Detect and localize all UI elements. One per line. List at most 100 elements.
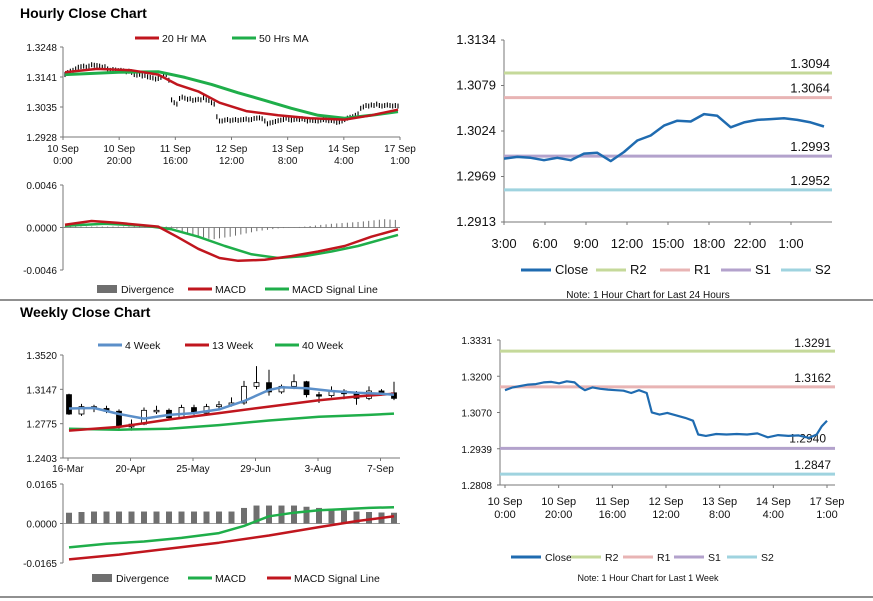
candle-body (216, 404, 222, 408)
weekly-pivot-chart: 1.3331 1.3200 1.3070 1.2939 1.2808 1.3291 1.31… (461, 336, 844, 583)
divergence-bar (203, 511, 210, 524)
x-tick-label: 20:00 (545, 509, 573, 521)
y-tick-label: 0.0046 (26, 181, 57, 192)
divergence-bar (241, 507, 247, 524)
divergence-bar (341, 510, 347, 524)
candle-body (266, 382, 272, 393)
divergence-bar (116, 511, 122, 524)
weekly-chart-title: Weekly Close Chart (20, 304, 151, 320)
hourly-chart-title: Hourly Close Chart (20, 5, 147, 21)
divergence-bars (66, 505, 397, 524)
close-line (503, 112, 825, 163)
x-tick-label: 12:00 (652, 509, 680, 521)
candle-body (316, 394, 322, 397)
legend-divergence-swatch (97, 285, 117, 293)
x-tick-label: 20-Apr (115, 464, 146, 475)
divergence-bar (166, 511, 172, 524)
divergence-bar (303, 506, 310, 524)
divergence-bar (291, 505, 297, 524)
ma-4-week-line (68, 386, 395, 420)
legend-macd-label: MACD (215, 573, 246, 585)
legend-divergence-label: Divergence (121, 284, 174, 296)
legend-s2-label: S2 (761, 552, 774, 564)
level-s2-value: 1.2952 (790, 173, 830, 188)
divergence-bar (66, 512, 72, 524)
legend-macd-signal-label: MACD Signal Line (292, 284, 378, 296)
x-tick-label: 15:00 (652, 236, 685, 251)
divergence-bar (103, 511, 110, 524)
y-tick-label: 1.3147 (26, 385, 57, 396)
x-tick-label: 11 Sep (595, 496, 629, 508)
x-tick-label: 10 Sep (47, 144, 79, 155)
divergence-bar (353, 511, 360, 524)
x-tick-label: 16:00 (599, 509, 627, 521)
y-tick-label: 1.2913 (456, 214, 496, 229)
divergence-bar (366, 512, 372, 524)
y-tick-label: 1.3200 (461, 372, 492, 383)
legend-50hrs-ma-label: 50 Hrs MA (259, 33, 309, 45)
x-tick-label: 13 Sep (272, 144, 304, 155)
macd-signal-line (68, 515, 395, 561)
x-tick-label: 8:00 (709, 509, 730, 521)
legend-r2-label: R2 (630, 262, 647, 277)
y-tick-label: 1.2775 (26, 420, 57, 431)
ma-20-line (64, 67, 399, 121)
divergence-bar (141, 511, 147, 524)
level-s1-value: 1.2993 (790, 139, 830, 154)
divergence-bar (153, 511, 160, 524)
y-tick-label: 1.2403 (26, 454, 57, 465)
legend-s1-label: S1 (708, 552, 721, 564)
y-tick-label: 0.0000 (26, 520, 57, 531)
x-tick-label: 20:00 (107, 156, 132, 167)
legend-divergence-label: Divergence (116, 573, 169, 585)
divergence-bar (91, 511, 97, 524)
level-r1-value: 1.3064 (790, 81, 830, 96)
legend-4-week-label: 4 Week (125, 340, 161, 352)
y-tick-label: 1.2969 (456, 169, 496, 184)
candle-body (253, 382, 260, 387)
legend-macd-label: MACD (215, 284, 246, 296)
chart-note: Note: 1 Hour Chart for Last 1 Week (578, 573, 719, 583)
ma-13-week-line (68, 392, 395, 432)
x-tick-label: 13 Sep (702, 496, 737, 508)
y-tick-label: 0.0165 (26, 480, 57, 491)
divergence-bar (216, 511, 222, 524)
y-tick-label: 1.3035 (26, 103, 57, 114)
x-tick-label: 14 Sep (328, 144, 360, 155)
x-tick-label: 17 Sep (810, 496, 845, 508)
y-tick-label: -0.0165 (23, 559, 57, 570)
legend-s2-label: S2 (815, 262, 831, 277)
x-tick-label: 4:00 (763, 509, 784, 521)
legend-r1-label: R1 (694, 262, 711, 277)
candle-body (78, 406, 85, 415)
x-tick-label: 22:00 (734, 236, 767, 251)
level-r1-value: 1.3162 (794, 371, 831, 385)
divergence-bar (328, 509, 335, 524)
candle-body (153, 409, 160, 413)
x-tick-label: 3-Aug (305, 464, 332, 475)
legend-40-week-label: 40 Week (302, 340, 344, 352)
level-s2-value: 1.2847 (794, 458, 831, 472)
x-tick-label: 16-Mar (52, 464, 84, 475)
macd-line (64, 219, 399, 263)
macd-signal-line (64, 222, 399, 260)
y-tick-label: 1.3141 (26, 73, 57, 84)
x-tick-label: 3:00 (491, 236, 516, 251)
macd-line (68, 505, 395, 549)
divergence-bars (64, 219, 396, 240)
x-tick-label: 4:00 (334, 156, 354, 167)
y-tick-label: 1.3079 (456, 78, 496, 93)
x-tick-label: 11 Sep (160, 144, 191, 155)
x-tick-label: 12 Sep (649, 496, 684, 508)
legend-close-label: Close (545, 552, 572, 564)
legend-r1-label: R1 (657, 552, 671, 564)
level-r2-value: 1.3291 (794, 336, 831, 350)
x-tick-label: 12 Sep (216, 144, 248, 155)
divergence-bar (178, 511, 185, 524)
x-tick-label: 12:00 (611, 236, 644, 251)
ma-50-line (64, 70, 399, 120)
x-tick-label: 0:00 (494, 509, 515, 521)
x-tick-label: 12:00 (219, 156, 244, 167)
x-tick-label: 17 Sep (384, 144, 416, 155)
chart-note: Note: 1 Hour Chart for Last 24 Hours (566, 290, 729, 301)
